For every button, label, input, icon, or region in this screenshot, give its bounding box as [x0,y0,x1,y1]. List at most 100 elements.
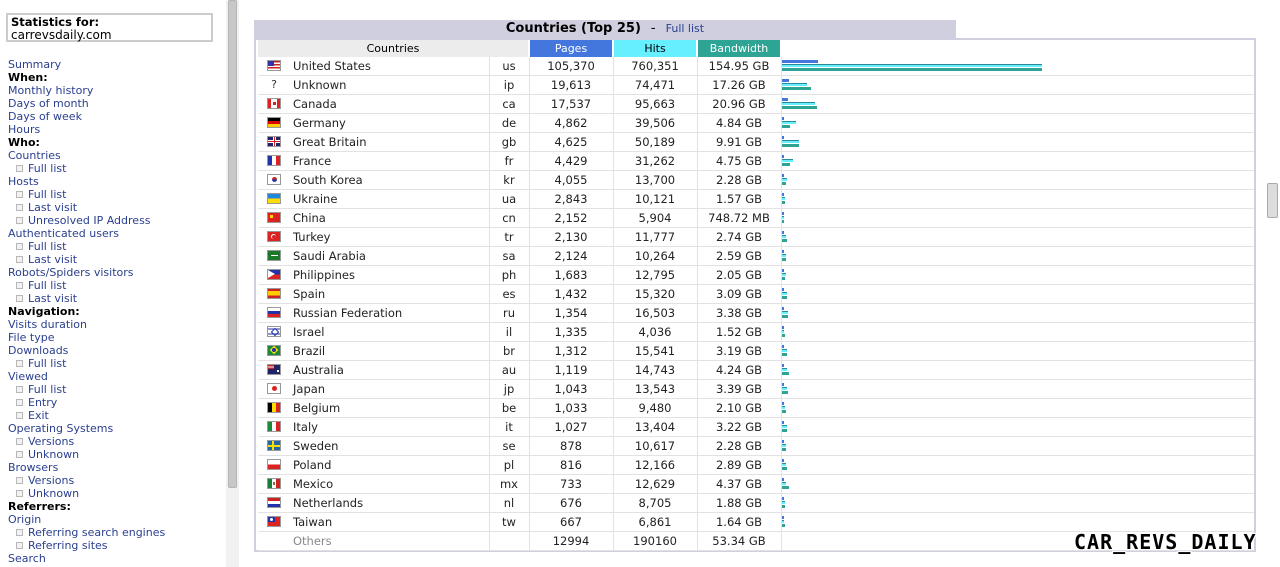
hits-bar [782,425,787,428]
pages-value: 4,862 [554,116,588,130]
hits-bar [782,387,787,390]
country-name: Belgium [293,401,341,415]
subitem-bullet-icon [16,412,23,419]
nav-item-summary[interactable]: Summary [8,58,165,71]
hits-value: 760,351 [631,59,679,73]
nav-item-authenticated-users[interactable]: Authenticated users [8,227,165,240]
nav-item-countries[interactable]: Countries [8,149,165,162]
usage-bars [782,306,1252,322]
nav-item-label: Last visit [28,292,78,305]
hits-bar [782,349,787,352]
header-bandwidth[interactable]: Bandwidth [698,40,780,57]
nav-item-days-of-month[interactable]: Days of month [8,97,165,110]
pages-value: 667 [560,515,582,529]
nav-item-robots-spiders-visitors[interactable]: Robots/Spiders visitors [8,266,165,279]
ua-flag-icon [267,193,281,204]
country-code: kr [503,173,515,187]
nav-item-browsers[interactable]: Browsers [8,461,165,474]
nav-item-viewed[interactable]: Viewed [8,370,165,383]
nav-subitem-exit[interactable]: Exit [8,409,165,422]
bandwidth-bar [782,334,785,337]
nav-subitem-unresolved-ip-address[interactable]: Unresolved IP Address [8,214,165,227]
nav-item-label: Days of week [8,110,82,123]
usage-bars [782,458,1252,474]
usage-bars [782,496,1252,512]
bandwidth-bar [782,315,788,318]
nav-item-downloads[interactable]: Downloads [8,344,165,357]
pages-bar [782,402,784,405]
nav-subitem-last-visit[interactable]: Last visit [8,253,165,266]
subitem-bullet-icon [16,542,23,549]
nav-item-label: Unresolved IP Address [28,214,151,227]
nav-item-days-of-week[interactable]: Days of week [8,110,165,123]
nav-subitem-referring-sites[interactable]: Referring sites [8,539,165,552]
country-code: sa [502,249,516,263]
bandwidth-value: 154.95 GB [708,59,770,73]
nav-item-hours[interactable]: Hours [8,123,165,136]
country-code: gb [501,135,517,149]
main-scrollbar-track[interactable] [1265,0,1280,567]
country-code: cn [502,211,516,225]
pages-value: 105,370 [547,59,595,73]
nav-item-label: Navigation: [8,305,80,318]
nav-item-label: Full list [28,240,67,253]
nav-item-visits-duration[interactable]: Visits duration [8,318,165,331]
subitem-bullet-icon [16,282,23,289]
nav-subitem-full-list[interactable]: Full list [8,188,165,201]
pages-value: 2,124 [554,249,588,263]
table-row: Ukraine ua 2,843 10,121 1.57 GB [258,190,1254,209]
nav-item-label: Entry [28,396,58,409]
nav-scrollbar-thumb[interactable] [228,0,237,488]
header-hits[interactable]: Hits [614,40,696,57]
header-pages[interactable]: Pages [530,40,612,57]
nav-subitem-full-list[interactable]: Full list [8,279,165,292]
hits-bar [782,216,784,219]
navigation-frame: Statistics for: carrevsdaily.com Summary… [0,0,226,567]
pages-bar [782,117,784,120]
main-scrollbar-thumb[interactable] [1267,183,1278,218]
nav-item-label: Unknown [28,448,80,461]
nav-item-label: Versions [28,435,75,448]
bandwidth-value: 1.52 GB [715,325,763,339]
nav-item-label: Full list [28,383,67,396]
country-code: au [501,363,517,377]
pages-bar [782,383,784,386]
table-row: Australia au 1,119 14,743 4.24 GB [258,361,1254,380]
usage-bars [782,439,1252,455]
nav-subitem-full-list[interactable]: Full list [8,357,165,370]
nav-subitem-full-list[interactable]: Full list [8,162,165,175]
subitem-bullet-icon [16,165,23,172]
pages-bar [782,136,784,139]
pages-value: 4,625 [554,135,588,149]
nav-subitem-unknown[interactable]: Unknown [8,448,165,461]
nav-subitem-unknown[interactable]: Unknown [8,487,165,500]
hits-value: 95,663 [634,97,676,111]
title-separator: - [650,21,656,36]
nav-item-monthly-history[interactable]: Monthly history [8,84,165,97]
header-countries[interactable]: Countries [258,40,528,57]
bandwidth-bar [782,296,787,299]
full-list-link[interactable]: Full list [665,22,705,35]
nav-item-hosts[interactable]: Hosts [8,175,165,188]
nav-subitem-referring-search-engines[interactable]: Referring search engines [8,526,165,539]
bandwidth-bar [782,239,787,242]
country-name: Japan [293,382,326,396]
nav-subitem-entry[interactable]: Entry [8,396,165,409]
nav-subitem-last-visit[interactable]: Last visit [8,201,165,214]
nav-item-operating-systems[interactable]: Operating Systems [8,422,165,435]
nav-subitem-last-visit[interactable]: Last visit [8,292,165,305]
nav-item-search[interactable]: Search [8,552,165,565]
nav-subitem-full-list[interactable]: Full list [8,240,165,253]
country-name: Sweden [293,439,339,453]
nav-subitem-versions[interactable]: Versions [8,474,165,487]
nav-item-file-type[interactable]: File type [8,331,165,344]
country-code: fr [504,154,514,168]
nav-subitem-versions[interactable]: Versions [8,435,165,448]
country-name: Poland [293,458,332,472]
nav-heading-navigation: Navigation: [8,305,165,318]
nav-item-origin[interactable]: Origin [8,513,165,526]
nav-subitem-full-list[interactable]: Full list [8,383,165,396]
bandwidth-value: 20.96 GB [712,97,766,111]
usage-bars [782,78,1252,94]
hits-value: 12,629 [634,477,676,491]
